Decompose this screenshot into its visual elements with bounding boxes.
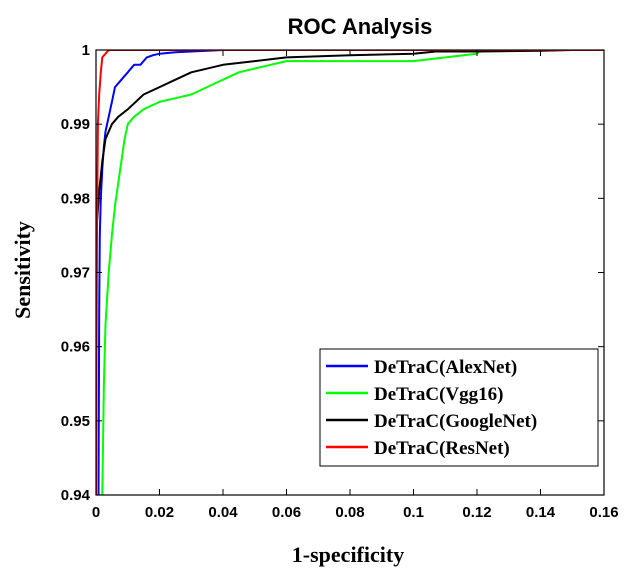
x-tick-label: 0.14: [526, 504, 556, 521]
x-tick-label: 0: [92, 504, 100, 521]
y-tick-label: 0.98: [61, 190, 90, 207]
legend: DeTraC(AlexNet) DeTraC(Vgg16) DeTraC(Googl…: [319, 348, 599, 467]
x-tick-label: 0.08: [335, 504, 364, 521]
legend-label: DeTraC(GoogleNet): [374, 411, 537, 432]
x-tick-label: 0.16: [589, 504, 618, 521]
x-tick-label: 0.12: [462, 504, 491, 521]
legend-label: DeTraC(AlexNet): [374, 357, 517, 378]
series-line-2: [96, 50, 604, 236]
y-tick-label: 1: [82, 42, 90, 59]
x-tick-label: 0.04: [208, 504, 238, 521]
chart-title: ROC Analysis: [288, 14, 433, 39]
x-tick-label: 0.1: [403, 504, 424, 521]
plot-area: 0 0.02 0.04 0.06 0.08 0.1 0.12 0.14 0.16 0.94 0.95…: [61, 42, 619, 521]
x-axis-label: 1-specificity: [292, 542, 404, 567]
series-line-0: [97, 50, 604, 495]
y-tick-label: 0.96: [61, 339, 90, 356]
y-axis-label: Sensitivity: [10, 221, 35, 319]
series-line-1: [101, 50, 604, 495]
x-tick-label: 0.02: [145, 504, 174, 521]
legend-label: DeTraC(Vgg16): [374, 384, 503, 405]
y-tick-label: 0.95: [61, 413, 90, 430]
x-tick-label: 0.06: [272, 504, 301, 521]
legend-label: DeTraC(ResNet): [374, 438, 510, 459]
y-tick-label: 0.97: [61, 265, 90, 282]
y-tick-label: 0.94: [61, 487, 91, 504]
y-tick-label: 0.99: [61, 116, 90, 133]
